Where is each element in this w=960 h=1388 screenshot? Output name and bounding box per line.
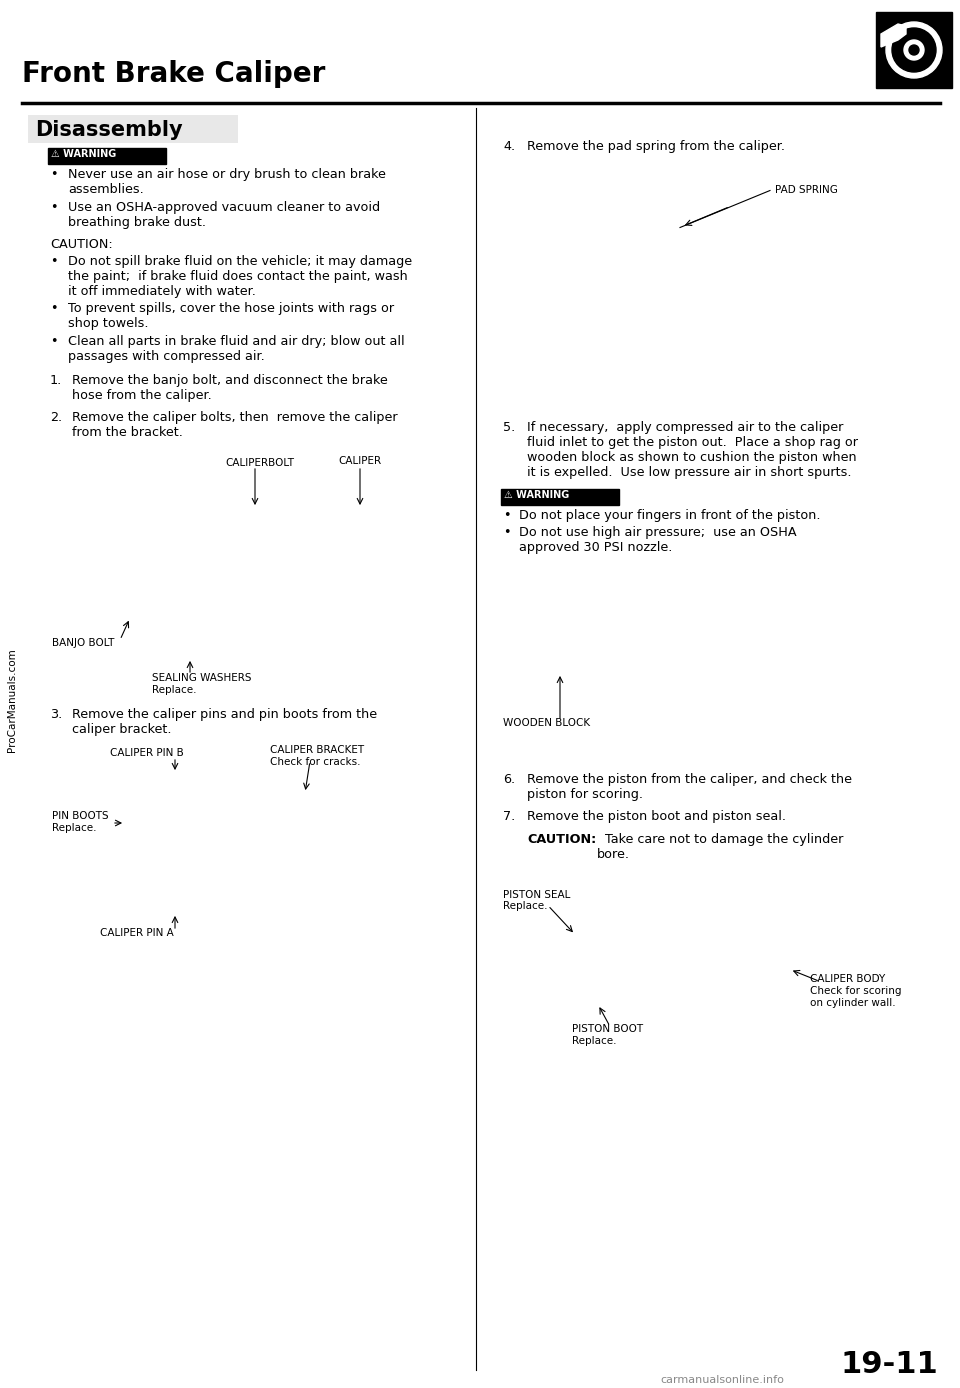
Text: Front Brake Caliper: Front Brake Caliper [22,60,325,87]
Text: Remove the caliper bolts, then  remove the caliper
from the bracket.: Remove the caliper bolts, then remove th… [72,411,397,439]
Text: CALIPER BODY
Check for scoring
on cylinder wall.: CALIPER BODY Check for scoring on cylind… [810,974,901,1008]
Text: carmanualsonline.info: carmanualsonline.info [660,1376,784,1385]
Text: CALIPER PIN A: CALIPER PIN A [100,929,174,938]
Text: Remove the piston boot and piston seal.: Remove the piston boot and piston seal. [527,811,786,823]
Text: SEALING WASHERS
Replace.: SEALING WASHERS Replace. [152,673,252,694]
Bar [876,12,952,87]
Text: CALIPER: CALIPER [338,457,381,466]
Text: •: • [503,526,511,539]
Text: Disassembly: Disassembly [35,119,182,140]
Text: If necessary,  apply compressed air to the caliper
fluid inlet to get the piston: If necessary, apply compressed air to th… [527,421,858,479]
Bar [28,115,238,143]
Text: CALIPER PIN B: CALIPER PIN B [110,748,183,758]
Bar [48,149,166,164]
Text: •: • [50,168,58,180]
Circle shape [904,40,924,60]
Text: Do not place your fingers in front of the piston.: Do not place your fingers in front of th… [519,508,821,522]
Text: 19-11: 19-11 [840,1351,938,1380]
Text: BANJO BOLT: BANJO BOLT [52,638,114,648]
Text: CALIPER BRACKET
Check for cracks.: CALIPER BRACKET Check for cracks. [270,745,364,766]
Text: •: • [50,303,58,315]
Text: 5.: 5. [503,421,516,433]
Text: ProCarManuals.com: ProCarManuals.com [7,648,17,752]
Text: PIN BOOTS
Replace.: PIN BOOTS Replace. [52,811,108,833]
Text: ⚠ WARNING: ⚠ WARNING [504,490,569,500]
Text: Remove the piston from the caliper, and check the
piston for scoring.: Remove the piston from the caliper, and … [527,773,852,801]
Text: To prevent spills, cover the hose joints with rags or
shop towels.: To prevent spills, cover the hose joints… [68,303,395,330]
Text: Remove the pad spring from the caliper.: Remove the pad spring from the caliper. [527,140,785,153]
Text: CAUTION:: CAUTION: [527,833,596,845]
Text: ⚠ WARNING: ⚠ WARNING [51,149,116,160]
Circle shape [886,22,942,78]
Text: Use an OSHA-approved vacuum cleaner to avoid
breathing brake dust.: Use an OSHA-approved vacuum cleaner to a… [68,201,380,229]
Text: •: • [503,508,511,522]
Text: 2.: 2. [50,411,62,423]
Circle shape [892,28,936,72]
Text: Remove the banjo bolt, and disconnect the brake
hose from the caliper.: Remove the banjo bolt, and disconnect th… [72,373,388,403]
Text: Do not use high air pressure;  use an OSHA
approved 30 PSI nozzle.: Do not use high air pressure; use an OSH… [519,526,797,554]
Text: Do not spill brake fluid on the vehicle; it may damage
the paint;  if brake flui: Do not spill brake fluid on the vehicle;… [68,254,412,297]
Text: •: • [50,335,58,348]
Text: PISTON BOOT
Replace.: PISTON BOOT Replace. [572,1024,643,1047]
Text: 3.: 3. [50,708,62,720]
Text: PISTON SEAL
Replace.: PISTON SEAL Replace. [503,890,570,911]
Text: Remove the caliper pins and pin boots from the
caliper bracket.: Remove the caliper pins and pin boots fr… [72,708,377,736]
Text: WOODEN BLOCK: WOODEN BLOCK [503,718,590,727]
Text: 4.: 4. [503,140,516,153]
Text: Never use an air hose or dry brush to clean brake
assemblies.: Never use an air hose or dry brush to cl… [68,168,386,196]
Text: CAUTION:: CAUTION: [50,237,112,251]
Text: •: • [50,254,58,268]
Text: 1.: 1. [50,373,62,387]
Polygon shape [881,24,906,47]
Circle shape [909,44,919,56]
Text: •: • [50,201,58,214]
Text: CALIPERBOLT: CALIPERBOLT [225,458,294,468]
Text: 7.: 7. [503,811,516,823]
Text: 6.: 6. [503,773,516,786]
Text: Take care not to damage the cylinder
bore.: Take care not to damage the cylinder bor… [597,833,844,861]
Text: PAD SPRING: PAD SPRING [775,185,838,194]
Text: Clean all parts in brake fluid and air dry; blow out all
passages with compresse: Clean all parts in brake fluid and air d… [68,335,404,364]
Bar [501,489,619,504]
